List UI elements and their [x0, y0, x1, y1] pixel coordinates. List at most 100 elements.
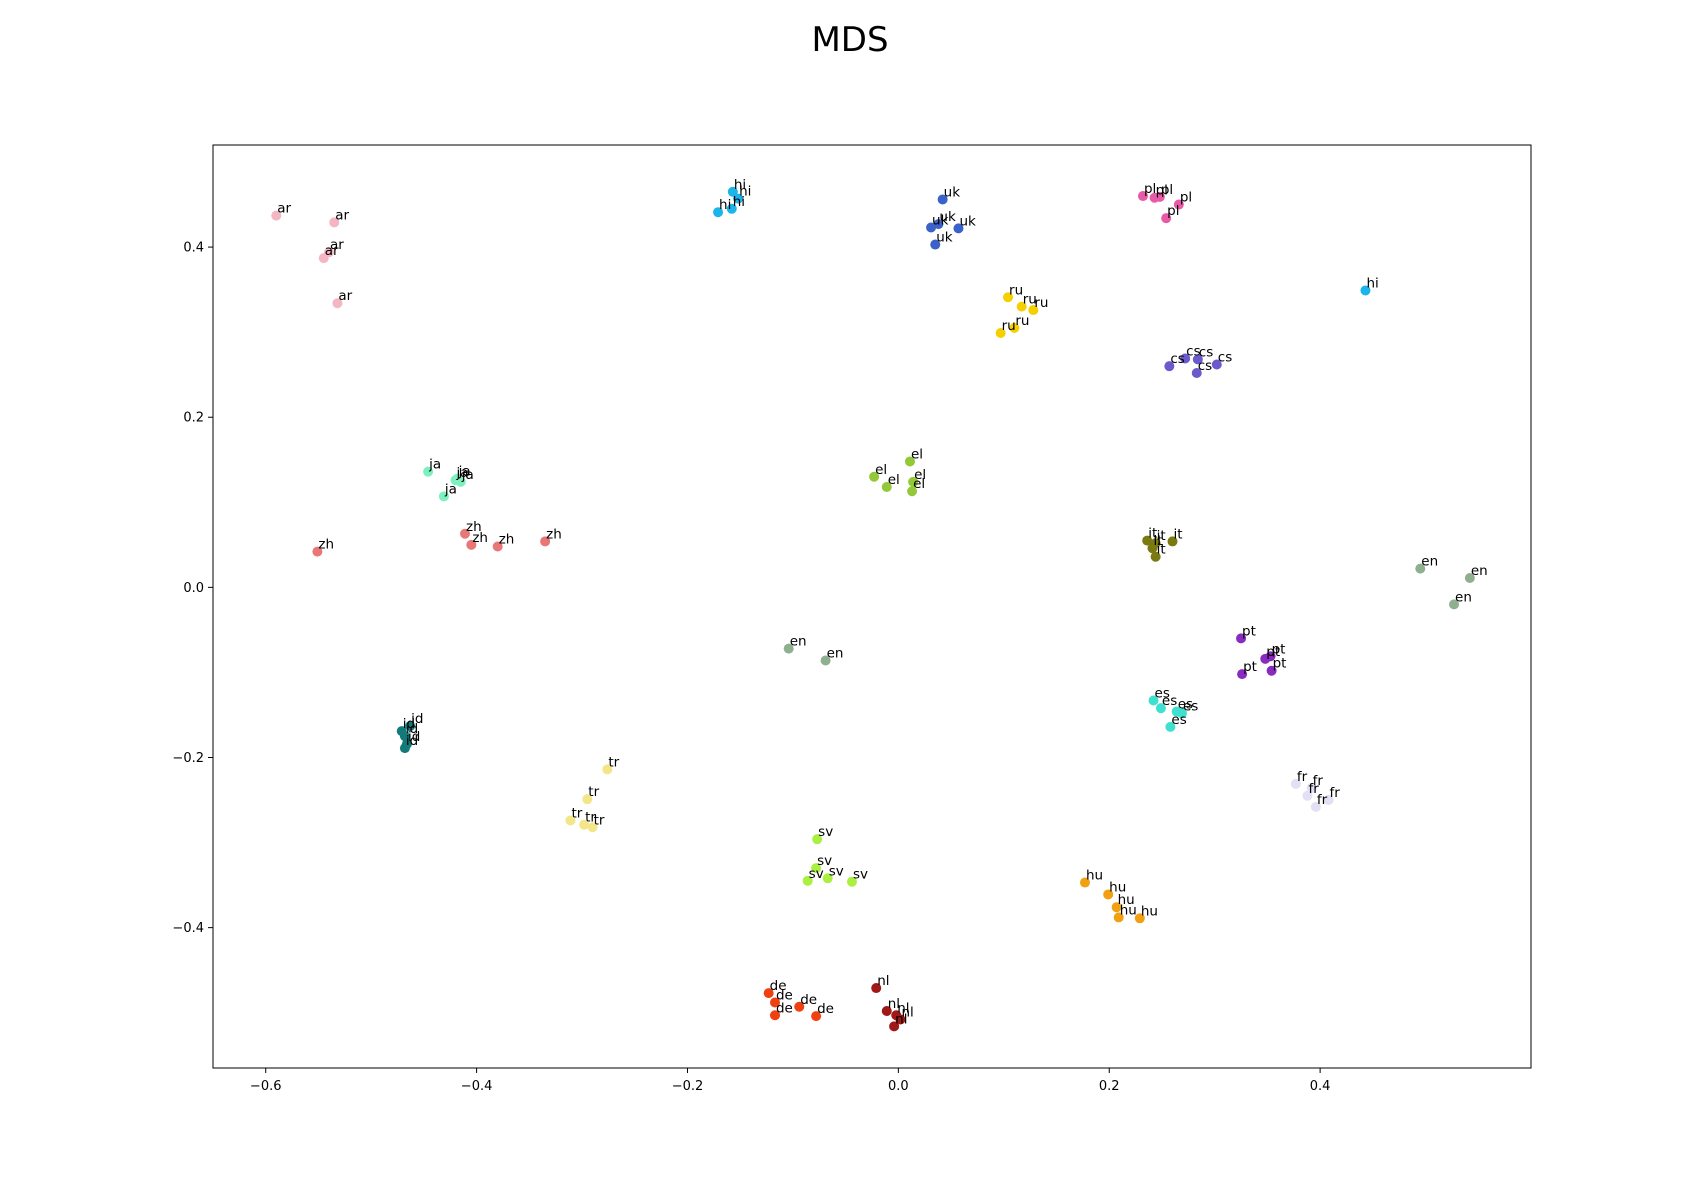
point-label-el: el — [911, 446, 923, 462]
point-label-cs: cs — [1218, 349, 1232, 365]
point-label-es: es — [1171, 712, 1186, 728]
axis-ticks: −0.6 −0.4 −0.2 0.0 0.2 0.4 −0.4 −0.2 0.0 0.2 0.4 — [172, 241, 1330, 1094]
point-label-nl: nl — [897, 1000, 909, 1016]
point-cs — [1211, 359, 1222, 370]
point-sv — [846, 876, 857, 887]
point-label-ar: ar — [330, 237, 344, 253]
point-label-de: de — [800, 992, 817, 1008]
y-tick-label: −0.4 — [172, 921, 204, 936]
point-id — [399, 743, 410, 754]
point-label-ru: ru — [1034, 295, 1048, 311]
point-label-tr: tr — [585, 810, 596, 826]
point-uk — [953, 223, 964, 234]
point-el — [869, 471, 880, 482]
point-el — [908, 476, 919, 487]
point-sv — [812, 834, 823, 845]
point-es — [1155, 703, 1166, 714]
point-label-uk: uk — [936, 230, 953, 246]
point-label-tr: tr — [571, 805, 582, 821]
point-label-de: de — [776, 987, 793, 1003]
point-fr — [1302, 790, 1313, 801]
point-fr — [1306, 783, 1317, 794]
point-label-it: it — [1174, 526, 1183, 542]
point-nl — [881, 1006, 892, 1017]
point-pl — [1137, 191, 1148, 202]
point-pt — [1236, 633, 1247, 644]
point-label-sv: sv — [818, 824, 833, 840]
point-label-ar: ar — [325, 243, 339, 259]
y-tick-label: 0.4 — [183, 241, 204, 256]
point-label-cs: cs — [1198, 358, 1212, 374]
point-en — [820, 655, 831, 666]
point-cs — [1164, 361, 1175, 372]
chart-title: MDS — [811, 20, 888, 60]
point-ar — [332, 298, 343, 309]
point-label-pt: pt — [1266, 644, 1280, 660]
point-label-tr: tr — [608, 754, 619, 770]
point-label-en: en — [827, 646, 844, 662]
point-hi — [727, 186, 738, 197]
point-label-el: el — [914, 467, 926, 483]
x-tick-label: 0.0 — [888, 1079, 909, 1094]
point-pl — [1173, 199, 1184, 210]
point-label-fr: fr — [1317, 792, 1328, 808]
point-label-tr: tr — [588, 784, 599, 800]
point-label-cs: cs — [1199, 344, 1213, 360]
point-hi — [733, 193, 744, 204]
point-tr — [565, 815, 576, 826]
point-pt — [1237, 669, 1248, 680]
point-label-el: el — [875, 462, 887, 478]
point-tr — [582, 794, 593, 805]
point-ja — [455, 476, 466, 487]
point-ar — [329, 217, 340, 228]
point-label-es: es — [1183, 698, 1198, 714]
point-label-id: id — [411, 711, 423, 727]
point-label-ru: ru — [1002, 318, 1016, 334]
x-tick-label: −0.4 — [461, 1079, 493, 1094]
point-zh — [466, 539, 477, 550]
point-sv — [802, 875, 813, 886]
point-ar — [271, 210, 282, 221]
point-label-el: el — [913, 476, 925, 492]
point-hu — [1111, 902, 1122, 913]
point-fr — [1323, 795, 1334, 806]
point-label-pt: pt — [1273, 656, 1287, 672]
point-label-zh: zh — [472, 530, 488, 546]
y-tick-label: 0.2 — [183, 411, 204, 426]
point-ru — [1009, 322, 1020, 333]
point-label-cs: cs — [1186, 344, 1200, 360]
point-hi — [1360, 285, 1371, 296]
point-es — [1176, 708, 1187, 719]
point-hi — [713, 207, 724, 218]
point-en — [1449, 599, 1460, 610]
point-label-sv: sv — [817, 853, 832, 869]
point-label-pl: pl — [1180, 190, 1192, 206]
point-label-ja: ja — [456, 465, 469, 481]
point-label-uk: uk — [944, 184, 961, 200]
point-zh — [460, 528, 471, 539]
point-label-zh: zh — [466, 519, 482, 535]
point-es — [1148, 695, 1159, 706]
point-de — [763, 988, 774, 999]
point-de — [769, 1010, 780, 1021]
point-label-ja: ja — [444, 481, 457, 497]
point-label-sv: sv — [829, 863, 844, 879]
point-label-nl: nl — [888, 996, 900, 1012]
point-pl — [1161, 213, 1172, 224]
point-label-it: it — [1157, 528, 1166, 544]
point-label-en: en — [790, 634, 807, 650]
point-label-fr: fr — [1308, 781, 1319, 797]
point-zh — [492, 541, 503, 552]
point-de — [794, 1001, 805, 1012]
point-label-pl: pl — [1144, 181, 1156, 197]
point-el — [907, 486, 918, 497]
point-hu — [1079, 877, 1090, 888]
x-tick-label: −0.6 — [250, 1079, 282, 1094]
point-label-de: de — [770, 978, 787, 994]
point-label-en: en — [1421, 554, 1438, 570]
point-label-ja: ja — [428, 457, 441, 473]
point-en — [783, 643, 794, 654]
point-label-hu: hu — [1109, 879, 1126, 895]
point-label-nl: nl — [895, 1011, 907, 1027]
